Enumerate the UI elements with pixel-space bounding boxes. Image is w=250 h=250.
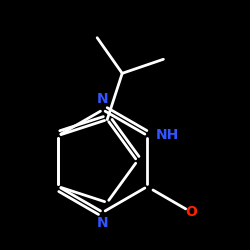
Text: NH: NH (155, 128, 178, 142)
Text: O: O (186, 205, 198, 219)
Text: N: N (97, 216, 109, 230)
Text: N: N (97, 92, 109, 106)
